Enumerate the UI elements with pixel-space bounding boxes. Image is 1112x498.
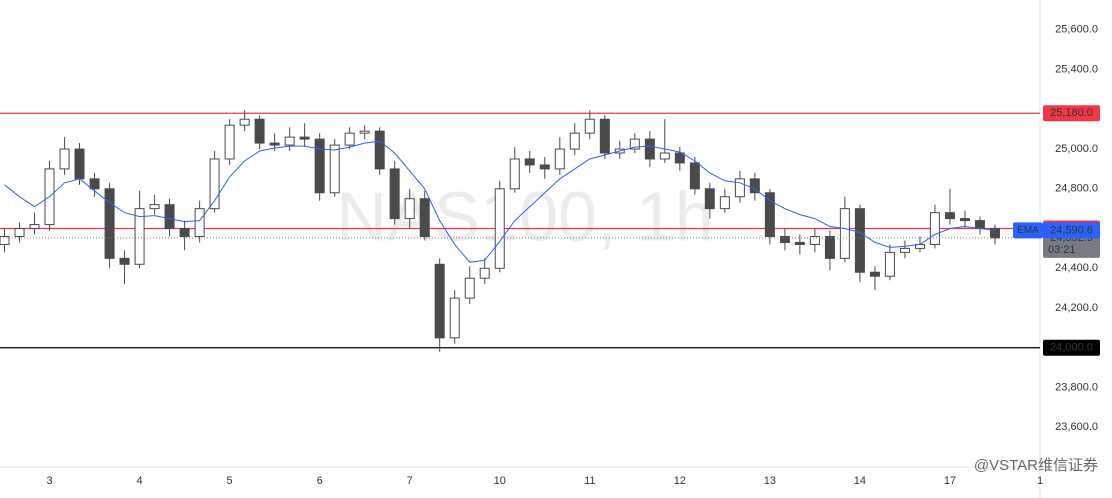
candle-body [869, 271, 880, 277]
ema-value-box [1043, 222, 1100, 239]
candle-body [644, 138, 655, 160]
candle-body [59, 148, 70, 170]
candle-body [974, 220, 985, 230]
y-tick-label: 23,800.0 [1055, 381, 1098, 393]
candle-body [794, 241, 805, 245]
ema-tag: EMA [1017, 225, 1039, 236]
candle-body [494, 188, 505, 269]
candle-body [884, 251, 895, 277]
ema-value-label: 24,590.6 [1050, 224, 1093, 236]
candle-body [584, 118, 595, 134]
candle-body [104, 188, 115, 259]
candle-body [959, 218, 970, 222]
candle-body [194, 208, 205, 237]
candle-body [899, 247, 910, 253]
x-tick-label: 4 [137, 475, 143, 487]
candle-body [209, 158, 220, 210]
y-tick-label: 25,400.0 [1055, 63, 1098, 75]
candle-body [149, 204, 160, 210]
candle-body [239, 118, 250, 126]
candle-body [0, 235, 10, 245]
y-tick-label: 24,400.0 [1055, 262, 1098, 274]
candle-body [479, 267, 490, 279]
candle-body [254, 118, 265, 144]
candle-body [509, 158, 520, 190]
ema-line [4, 140, 996, 263]
plot-area [0, 110, 1040, 352]
candle-body [359, 130, 370, 134]
y-tick-label: 25,600.0 [1055, 24, 1098, 36]
candle-body [449, 297, 460, 339]
candle-body [284, 136, 295, 146]
x-tick-label: 7 [407, 475, 413, 487]
level-label: 25,180.0 [1050, 107, 1093, 119]
candle-body [569, 132, 580, 150]
x-tick-label: 11 [584, 475, 595, 487]
candle-body [839, 208, 850, 259]
candle-body [314, 138, 325, 194]
x-tick-label: 3 [46, 475, 52, 487]
candle-body [434, 263, 445, 339]
candle-body [74, 148, 85, 180]
candle-body [389, 168, 400, 220]
candle-body [329, 144, 340, 194]
level-label-box [1043, 339, 1100, 356]
candle-body [689, 162, 700, 190]
last-price-countdown: 03:21 [1048, 244, 1076, 256]
candle-body [734, 178, 745, 198]
candle-body [809, 235, 820, 245]
candle-body [764, 192, 775, 237]
candle-body [269, 142, 280, 146]
candle-body [539, 164, 550, 170]
y-tick-label: 24,800.0 [1055, 183, 1098, 195]
candle-body [929, 212, 940, 245]
candle-body [89, 178, 100, 190]
candle-body [704, 188, 715, 210]
candle-body [944, 212, 955, 220]
candle-body [629, 138, 640, 150]
candle-body [599, 118, 610, 154]
candle-body [134, 208, 145, 265]
footer-watermark: @VSTAR维信证券 [974, 457, 1098, 474]
candle-body [719, 196, 730, 210]
x-tick-label: 5 [227, 475, 233, 487]
ema-tag-box [1013, 222, 1043, 239]
candle-body [119, 257, 130, 265]
candle-body [749, 178, 760, 194]
candle-body [659, 152, 670, 160]
candle-body [299, 136, 310, 140]
candle-body [674, 152, 685, 164]
candle-body [779, 235, 790, 243]
y-tick-label: 25,000.0 [1055, 143, 1098, 155]
price-axis: 23,600.0 23,800.0 24,200.0 24,400.0 24,800.0… [1013, 24, 1100, 433]
candle-body [164, 204, 175, 230]
x-tick-label: 10 [494, 475, 506, 487]
candle-body [989, 228, 1000, 239]
y-tick-label: 24,200.0 [1055, 302, 1098, 314]
x-tick-label: 6 [317, 475, 323, 487]
y-tick-label: 23,600.0 [1055, 421, 1098, 433]
candle-body [29, 224, 40, 230]
candle-body [404, 198, 415, 220]
candle-body [179, 228, 190, 237]
candle-body [374, 130, 385, 170]
x-tick-label: 12 [674, 475, 686, 487]
candle-body [224, 124, 235, 160]
candle-body [854, 208, 865, 273]
candle-body [824, 235, 835, 259]
candle-body [344, 132, 355, 146]
x-tick-label: 1 [1037, 475, 1043, 487]
x-tick-label: 13 [764, 475, 776, 487]
candle-body [419, 198, 430, 237]
x-tick-label: 14 [854, 475, 866, 487]
candle-body [554, 148, 565, 170]
x-tick-label: 17 [944, 475, 956, 487]
candle-body [464, 277, 475, 299]
level-label-box [1043, 105, 1100, 122]
level-label: 24,000.0 [1050, 342, 1093, 354]
candle-body [524, 158, 535, 166]
candle-body [14, 228, 25, 237]
